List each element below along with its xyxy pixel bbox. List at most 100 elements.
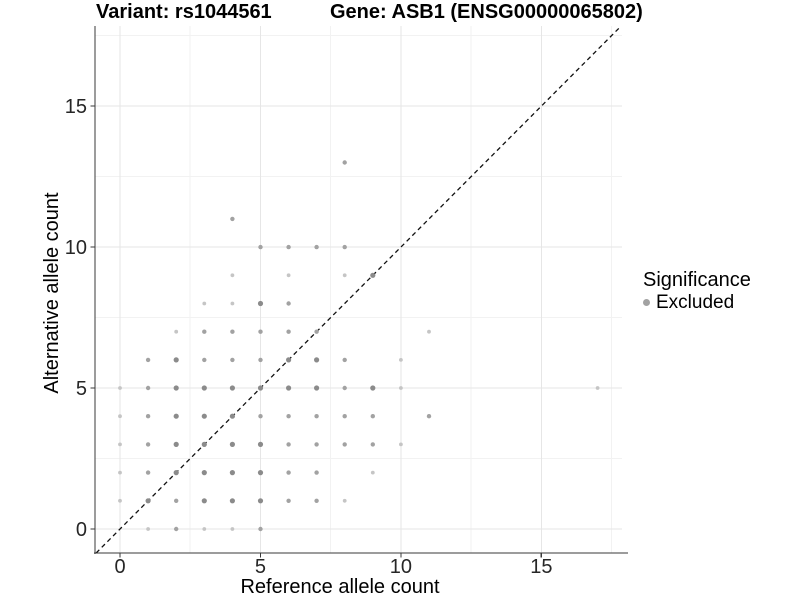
data-point	[286, 244, 291, 250]
data-point	[174, 526, 179, 532]
data-point	[342, 357, 347, 363]
legend: Significance Excluded	[643, 269, 751, 313]
data-point	[595, 386, 600, 390]
data-point	[258, 357, 263, 363]
data-point	[202, 329, 207, 334]
data-point	[173, 357, 179, 363]
data-point	[314, 385, 320, 391]
data-point	[118, 386, 122, 390]
data-point	[286, 414, 291, 419]
y-tick-label: 5	[76, 378, 87, 400]
x-tick-label: 5	[255, 556, 266, 578]
data-point	[201, 385, 207, 391]
data-point	[229, 470, 235, 476]
grid-major-lines	[95, 26, 622, 553]
data-point	[257, 470, 264, 476]
data-point	[286, 442, 291, 447]
data-point	[286, 385, 292, 391]
data-point	[257, 385, 264, 391]
data-point	[286, 273, 291, 278]
data-point	[314, 498, 319, 503]
data-point	[286, 470, 291, 475]
data-point	[202, 357, 207, 363]
data-point	[342, 160, 347, 165]
data-point	[257, 498, 264, 504]
data-point	[370, 414, 375, 419]
data-point	[370, 385, 376, 391]
data-point	[145, 414, 151, 419]
data-point	[118, 470, 122, 475]
data-point	[314, 470, 319, 475]
data-point	[202, 301, 207, 306]
data-point	[118, 414, 122, 419]
data-point	[399, 442, 403, 447]
data-point	[286, 329, 291, 334]
data-point	[173, 470, 179, 476]
data-point	[370, 442, 375, 447]
y-axis-title: Alternative allele count	[41, 192, 63, 394]
y-tick-label: 0	[76, 519, 87, 541]
data-point	[201, 441, 207, 447]
data-point	[399, 386, 403, 390]
data-point	[257, 441, 264, 447]
data-point	[118, 442, 122, 447]
data-point	[118, 498, 122, 503]
legend-item-excluded: Excluded	[643, 292, 751, 313]
data-point	[173, 413, 179, 419]
data-point	[202, 527, 207, 531]
data-point	[286, 357, 292, 363]
data-point	[174, 329, 179, 334]
x-tick-label: 0	[114, 556, 125, 578]
variant-title: Variant: rs1044561	[96, 1, 272, 23]
y-tick-label: 15	[65, 96, 87, 118]
data-point	[230, 527, 235, 531]
data-point	[370, 470, 375, 475]
data-point	[342, 273, 347, 278]
legend-item-label: Excluded	[656, 292, 735, 313]
data-point	[145, 357, 151, 363]
data-point	[370, 272, 376, 278]
data-point	[230, 273, 235, 278]
excluded-point-swatch	[643, 299, 650, 306]
data-point	[314, 329, 319, 334]
data-point	[314, 414, 319, 419]
data-point	[145, 498, 151, 504]
x-tick-label: 10	[390, 556, 412, 578]
data-point	[230, 357, 235, 363]
data-point	[286, 498, 291, 503]
y-tick-label: 10	[65, 237, 87, 259]
data-point	[286, 301, 291, 306]
data-point	[230, 216, 235, 222]
data-point	[314, 357, 320, 363]
data-point	[342, 385, 347, 391]
data-point	[145, 470, 151, 475]
data-point	[145, 385, 151, 391]
data-point	[257, 300, 264, 307]
data-point	[426, 414, 432, 419]
data-point	[258, 414, 263, 419]
data-point	[229, 385, 235, 391]
data-point	[201, 413, 207, 419]
data-point	[145, 442, 151, 447]
data-point	[146, 527, 151, 531]
axis-tick-labels: 0 5 10 15 0 5 10 15	[65, 96, 553, 578]
data-point	[314, 442, 319, 447]
data-point	[229, 441, 235, 447]
data-point	[342, 442, 347, 447]
data-point	[173, 385, 179, 391]
x-axis-title: Reference allele count	[240, 576, 440, 598]
data-point	[342, 414, 347, 419]
data-point	[174, 498, 179, 503]
data-point	[230, 329, 235, 334]
data-point	[201, 498, 207, 504]
data-point	[229, 498, 235, 504]
axis-ticks	[90, 105, 543, 558]
data-point	[230, 301, 235, 306]
x-tick-label: 15	[530, 556, 552, 578]
data-point	[258, 526, 263, 532]
data-point	[229, 413, 235, 419]
identity-line	[95, 25, 622, 554]
data-points	[118, 160, 600, 532]
